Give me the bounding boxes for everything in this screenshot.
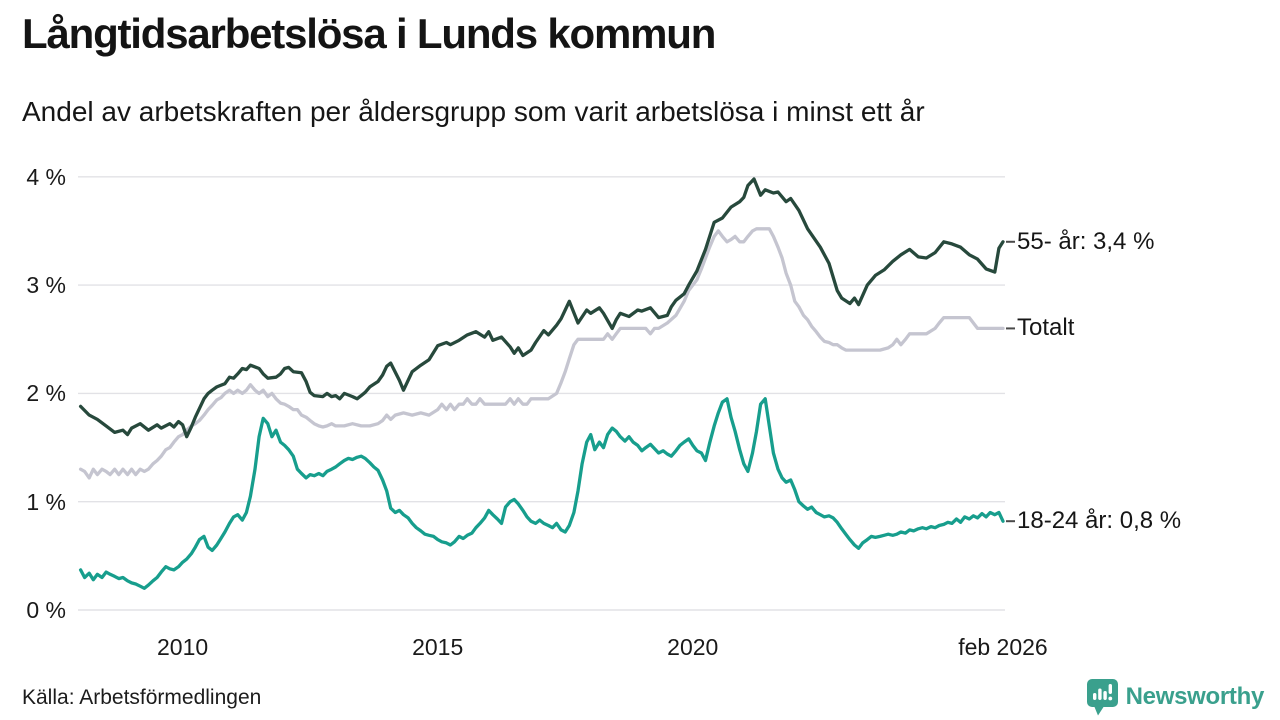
- source-note: Källa: Arbetsförmedlingen: [22, 686, 262, 709]
- brand-logo: Newsworthy: [1086, 678, 1264, 716]
- chart-title: Långtidsarbetslösa i Lunds kommun: [22, 10, 716, 57]
- chart-subtitle: Andel av arbetskraften per åldersgrupp s…: [22, 96, 925, 127]
- y-tick-label: 4 %: [26, 163, 66, 190]
- series-end-label-55-r: 55- år: 3,4 %: [1017, 227, 1155, 255]
- series-end-label-18-24-r: 18-24 år: 0,8 %: [1017, 507, 1182, 535]
- y-tick-label: 2 %: [26, 380, 66, 407]
- y-tick-label: 1 %: [26, 488, 66, 515]
- series-line-totalt: [78, 227, 1005, 480]
- x-tick-label: 2010: [156, 634, 209, 660]
- x-tick-label: 2015: [412, 634, 464, 660]
- brand-name: Newsworthy: [1125, 683, 1265, 710]
- newsworthy-pin-icon: [1086, 678, 1119, 716]
- y-tick-label: 3 %: [26, 272, 66, 299]
- series-end-label-totalt: Totalt: [1017, 314, 1075, 342]
- series-line-55-r: [78, 177, 1005, 439]
- x-tick-label: feb 2026: [958, 634, 1048, 660]
- series-line-18-24-r: [78, 397, 1005, 590]
- x-tick-label: 2020: [667, 634, 719, 660]
- y-tick-label: 0 %: [26, 597, 66, 623]
